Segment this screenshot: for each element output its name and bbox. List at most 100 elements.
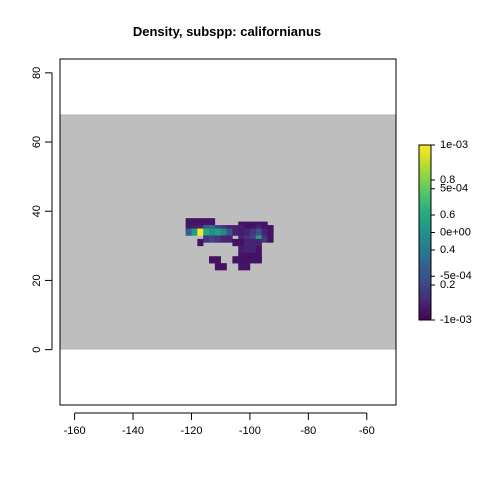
colorbar-segment (419, 180, 431, 184)
colorbar-segment (419, 162, 431, 166)
density-cell (191, 218, 198, 226)
density-cell (226, 228, 233, 236)
colorbar-segment (419, 174, 431, 178)
colorbar-segment (419, 229, 431, 233)
density-cell (249, 228, 257, 236)
colorbar-label-secondary: 0.4 (440, 244, 455, 256)
colorbar-segment (419, 285, 431, 289)
colorbar-segment (419, 168, 431, 172)
density-cell (232, 256, 239, 264)
density-cell (197, 238, 204, 247)
colorbar-segment (419, 153, 431, 158)
density-cell (185, 228, 192, 236)
colorbar-segment (419, 223, 431, 228)
colorbar-segment (419, 197, 431, 201)
colorbar-segment (419, 156, 431, 161)
colorbar-segment (419, 188, 431, 193)
colorbar-segment (419, 317, 431, 321)
density-cell (203, 218, 210, 226)
density-cell (214, 228, 221, 236)
density-cell (214, 235, 221, 243)
density-cell (255, 238, 262, 247)
colorbar-segment (419, 191, 431, 196)
colorbar-segment (419, 302, 431, 306)
colorbar-segment (419, 270, 431, 274)
density-cell (267, 235, 274, 243)
density-cell (226, 235, 233, 243)
density-cell (203, 235, 210, 243)
x-tick-label: -60 (359, 425, 375, 437)
plot-frame (59, 58, 397, 406)
x-tick-label: -160 (64, 425, 86, 437)
density-cell (209, 218, 216, 226)
density-cell (249, 245, 257, 254)
colorbar-segment (419, 215, 431, 219)
y-tick-label: 60 (31, 136, 43, 148)
colorbar-label-secondary: 0.6 (440, 209, 455, 221)
colorbar-segment (419, 226, 431, 231)
colorbar-segment (419, 247, 431, 251)
colorbar-label-primary: -1e-03 (440, 314, 472, 326)
colorbar-segment (419, 159, 431, 163)
colorbar-segment (419, 276, 431, 280)
density-cell (267, 228, 274, 236)
colorbar-segment (419, 217, 431, 222)
colorbar-segment (419, 147, 431, 152)
colorbar-segment (419, 293, 431, 298)
colorbar-label-primary: 5e-04 (440, 183, 468, 195)
density-cell (255, 256, 262, 264)
colorbar-label-primary: 0e+00 (440, 226, 471, 238)
density-cell (238, 238, 245, 247)
density-cell (197, 228, 204, 236)
colorbar-segment (419, 244, 431, 248)
colorbar-segment (419, 165, 431, 169)
colorbar-segment (419, 177, 431, 181)
density-cell (244, 256, 251, 264)
colorbar-segment (419, 238, 431, 242)
colorbar-segment (419, 212, 431, 216)
colorbar-segment (419, 305, 431, 309)
y-tick-label: 40 (31, 205, 43, 217)
colorbar-segment (419, 185, 431, 190)
colorbar-segment (419, 203, 431, 207)
colorbar-segment (419, 182, 431, 187)
y-tick-label: 20 (31, 274, 43, 286)
density-cells (185, 218, 274, 271)
colorbar-segment (419, 150, 431, 155)
colorbar-segment (419, 267, 431, 271)
colorbar-segment (419, 296, 431, 301)
density-cell (238, 263, 245, 271)
colorbar-segment (419, 209, 431, 213)
x-tick-label: -80 (300, 425, 316, 437)
density-cell (185, 218, 192, 226)
density-cell (220, 235, 227, 243)
colorbar-segment (419, 255, 431, 260)
density-cell (209, 228, 216, 236)
density-cell (238, 245, 245, 254)
colorbar-segment (419, 258, 431, 263)
colorbar-segment (419, 145, 431, 149)
density-cell (220, 228, 227, 236)
colorbar-segment (419, 311, 431, 315)
colorbar-segment (419, 200, 431, 204)
colorbar-legend: 1e-03 5e-04 0e+00 -5e-04 -1e-03 0.8 0.6 0.4 0.2 (418, 139, 472, 326)
density-cell (244, 228, 251, 236)
chart-title: Density, subspp: californianus (133, 24, 321, 39)
colorbar-segment (419, 264, 431, 268)
colorbar-segment (419, 235, 431, 239)
colorbar-segment (419, 241, 431, 245)
density-cell (220, 263, 227, 271)
density-cell (238, 228, 245, 236)
colorbar-segment (419, 273, 431, 277)
colorbar-segment (419, 171, 431, 175)
colorbar-label-primary: -5e-04 (440, 270, 472, 282)
y-tick-label: 0 (31, 347, 43, 353)
colorbar-segment (419, 287, 431, 292)
colorbar-segment (419, 194, 431, 198)
colorbar-segment (419, 252, 431, 257)
density-cell (249, 238, 257, 247)
density-cell (197, 218, 204, 226)
density-cell (203, 228, 210, 236)
density-cell (255, 228, 262, 236)
